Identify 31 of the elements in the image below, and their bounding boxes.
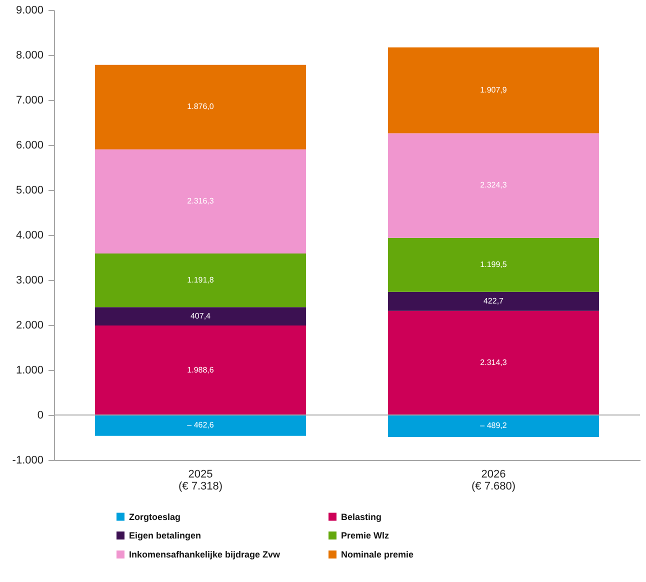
data-label: 407,4	[190, 311, 212, 320]
y-tick-label: 2.000	[16, 320, 44, 332]
y-tick-label: 6.000	[16, 140, 44, 152]
data-label: 1.988,6	[187, 365, 214, 374]
legend-label: Inkomensafhankelijke bijdrage Zvw	[129, 550, 282, 560]
data-label: 2.324,3	[480, 180, 508, 190]
legend-label: Belasting	[341, 512, 382, 522]
y-tick-label: 3.000	[16, 274, 44, 286]
data-label: 1.907,9	[480, 85, 508, 94]
data-label: 1.191,8	[187, 275, 214, 284]
legend-label: Zorgtoeslag	[129, 512, 181, 522]
y-tick-label: 8.000	[16, 50, 44, 62]
y-tick-label: 4.000	[16, 230, 44, 242]
y-tick-label: 1.000	[16, 364, 44, 376]
data-label: – 462,6	[187, 420, 214, 430]
y-tick-label: 7.000	[16, 94, 44, 106]
data-label: 1.876,0	[187, 102, 214, 112]
data-label: 422,7	[483, 296, 504, 306]
y-tick-label: 0	[37, 410, 44, 422]
y-tick-label: -1.000	[12, 454, 44, 466]
legend-label: Premie Wlz	[341, 530, 390, 540]
y-tick-label: 5.000	[16, 184, 44, 196]
y-tick-label: 9.000	[16, 4, 44, 16]
data-label: 2.316,3	[187, 196, 214, 206]
x-tick-label: 2026 (€ 7.680)	[471, 468, 516, 492]
x-tick-label: 2025 (€ 7.318)	[178, 468, 223, 492]
legend-label: Nominale premie	[341, 550, 414, 560]
data-label: 2.314,3	[480, 358, 508, 367]
data-label: 1.199,5	[480, 260, 508, 269]
legend-label: Eigen betalingen	[129, 530, 202, 540]
data-label: – 489,2	[480, 421, 508, 430]
